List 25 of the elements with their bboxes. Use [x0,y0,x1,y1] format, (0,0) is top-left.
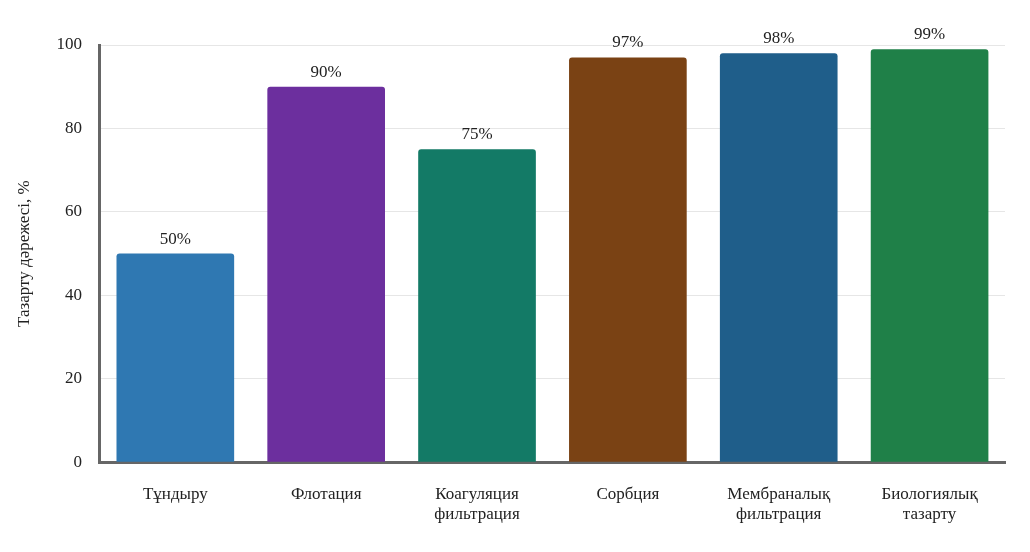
x-tick-label: Коагуляция фильтрация [434,483,520,524]
data-label: 75% [461,124,493,144]
bar [569,57,687,462]
x-tick-label: Биологиялық тазарту [881,483,979,524]
data-label: 90% [310,61,342,81]
y-tick-label: 60 [64,201,82,221]
bar [870,49,989,462]
x-tick-label: Мембраналық фильтрация [727,483,831,524]
data-label: 50% [159,228,191,248]
bar [267,86,386,462]
data-label: 99% [913,24,946,44]
y-tick-label: 80 [64,117,82,137]
x-tick-label: Тұндыру [142,483,209,503]
y-axis-title: Тазарту дәрежесі, % [13,180,33,327]
y-tick-label: 0 [73,451,82,471]
x-tick-label: Сорбция [596,483,660,503]
y-tick-label: 40 [64,284,82,304]
bar [116,253,235,462]
y-tick-label: 100 [56,34,82,54]
data-label: 97% [612,32,644,52]
bar [719,53,838,462]
data-label: 98% [763,28,795,48]
bar [418,149,536,462]
y-tick-label: 20 [64,368,82,388]
x-tick-label: Флотация [290,483,362,503]
